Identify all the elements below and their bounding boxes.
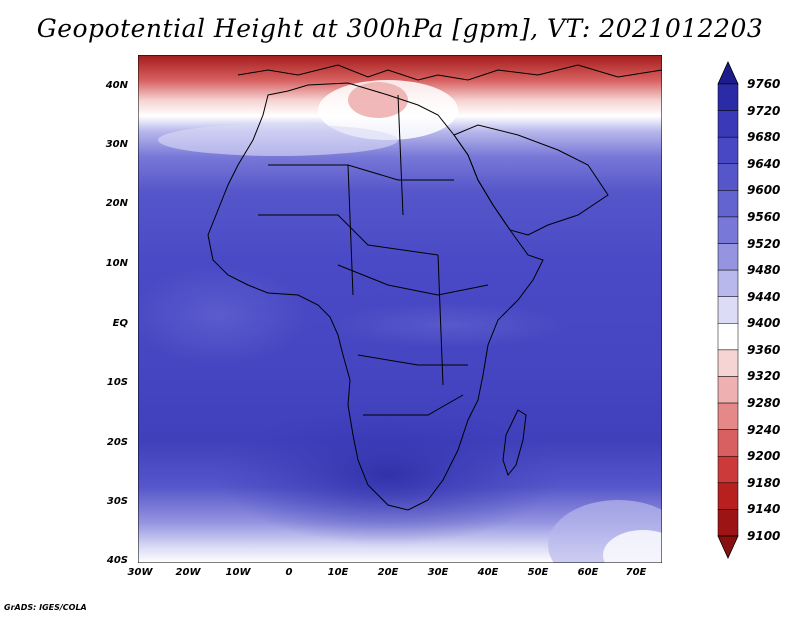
lon-label-70e: 70E <box>625 567 647 578</box>
colorbar-segment <box>717 296 739 324</box>
colorbar-level-label: 9520 <box>747 236 781 251</box>
colorbar-level-label: 9480 <box>747 263 781 278</box>
colorbar-level-label: 9600 <box>747 183 781 198</box>
colorbar-segment <box>717 110 739 138</box>
colorbar-segment <box>717 163 739 191</box>
colorbar-segment <box>717 269 739 297</box>
colorbar-level-label: 9720 <box>747 103 781 118</box>
colorbar-level-label: 9320 <box>747 369 781 384</box>
lon-label-0: 0 <box>285 567 293 578</box>
colorbar-segment <box>717 402 739 430</box>
lat-label-40n: 40N <box>105 80 128 91</box>
colorbar <box>717 61 739 559</box>
colorbar-level-label: 9560 <box>747 209 781 224</box>
colorbar-level-label: 9760 <box>747 77 781 91</box>
colorbar-level-label: 9140 <box>747 502 781 517</box>
geopotential-height-map <box>138 55 662 563</box>
colorbar-segment <box>717 349 739 377</box>
lon-label-10w: 10W <box>225 567 251 578</box>
lon-label-50e: 50E <box>527 567 549 578</box>
lat-label-eq: EQ <box>112 318 128 329</box>
colorbar-segment <box>717 429 739 457</box>
lon-label-10e: 10E <box>327 567 349 578</box>
colorbar-segment <box>717 509 739 537</box>
lat-label-20n: 20N <box>105 198 128 209</box>
lat-label-10s: 10S <box>106 377 128 388</box>
colorbar-segment <box>717 136 739 165</box>
colorbar-level-label: 9100 <box>747 529 781 543</box>
colorbar-level-label: 9440 <box>747 289 781 304</box>
lat-label-30n: 30N <box>105 139 128 150</box>
lat-label-20s: 20S <box>106 437 128 448</box>
colorbar-bottom-arrow <box>717 535 739 559</box>
colorbar-segment <box>717 216 739 244</box>
colorbar-level-label: 9240 <box>747 422 781 437</box>
credit-text: GrADS: IGES/COLA <box>4 603 87 612</box>
colorbar-segment <box>717 243 739 271</box>
lat-label-10n: 10N <box>105 258 128 269</box>
colorbar-segment <box>717 323 739 351</box>
lat-label-40s: 40S <box>106 555 128 566</box>
lat-label-30s: 30S <box>106 496 128 507</box>
plot-title: Geopotential Height at 300hPa [gpm], VT:… <box>36 14 764 43</box>
colorbar-level-label: 9680 <box>747 130 781 145</box>
lon-label-20e: 20E <box>377 567 399 578</box>
lon-label-20w: 20W <box>175 567 201 578</box>
lon-label-40e: 40E <box>477 567 499 578</box>
colorbar-level-label: 9360 <box>747 342 781 357</box>
colorbar-level-label: 9640 <box>747 156 781 171</box>
colorbar-segment <box>717 190 739 218</box>
colorbar-segment <box>717 376 739 404</box>
colorbar-level-label: 9280 <box>747 396 781 411</box>
colorbar-top-arrow <box>717 61 739 85</box>
lon-label-30e: 30E <box>427 567 449 578</box>
colorbar-segment <box>717 455 739 484</box>
colorbar-level-label: 9400 <box>747 316 781 331</box>
lon-label-30w: 30W <box>127 567 153 578</box>
colorbar-segment <box>717 83 739 111</box>
lon-label-60e: 60E <box>577 567 599 578</box>
colorbar-level-label: 9200 <box>747 449 781 464</box>
colorbar-level-label: 9180 <box>747 475 781 490</box>
colorbar-segment <box>717 482 739 510</box>
